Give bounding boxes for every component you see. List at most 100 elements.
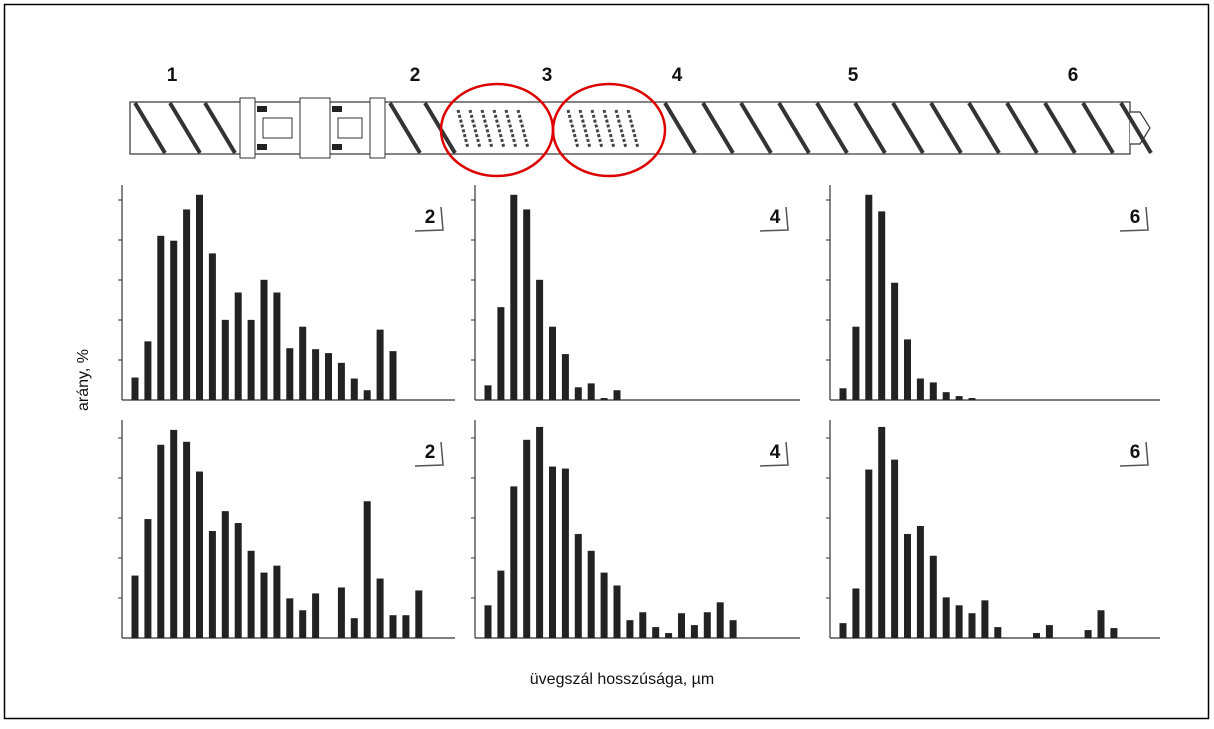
bar [587, 383, 595, 400]
kneading-disc [337, 117, 363, 139]
mixing-flight [468, 109, 482, 149]
zone-label: 4 [672, 65, 683, 86]
bar [729, 620, 737, 638]
mixing-flight [492, 109, 506, 149]
bar [1033, 633, 1040, 638]
zone-label: 5 [848, 65, 859, 86]
panel-label-bracket [414, 206, 444, 232]
panel-label-bracket [759, 206, 789, 232]
screw-flight [891, 101, 925, 155]
screw-flight [701, 101, 735, 155]
kneading-mark [257, 106, 267, 112]
screw-tip [1130, 111, 1151, 145]
bar [536, 426, 544, 638]
mixing-flight [626, 109, 640, 149]
mixing-flight [480, 109, 494, 149]
bar [865, 469, 873, 638]
screw-flight [929, 101, 963, 155]
panel-label: 6 [1130, 442, 1141, 463]
mixing-flight [504, 109, 518, 149]
bar [221, 319, 229, 400]
bar [415, 590, 423, 638]
bar [852, 326, 860, 400]
bar [312, 593, 320, 638]
panel-label: 2 [425, 207, 436, 228]
bar [574, 387, 582, 400]
bar [208, 253, 216, 400]
bar [325, 353, 332, 400]
bar [389, 351, 397, 400]
bar [299, 610, 307, 638]
bar [929, 555, 937, 638]
bar [678, 613, 685, 638]
bar [402, 615, 410, 638]
screw-flight [853, 101, 887, 155]
bar [639, 612, 647, 638]
bar [221, 511, 229, 638]
bar [690, 625, 698, 638]
screw-flight [1119, 101, 1153, 155]
mixing-flight [578, 109, 592, 149]
bar [561, 354, 569, 400]
panel-label-bracket [759, 441, 789, 467]
bar [613, 390, 621, 400]
panel-label-bracket [1119, 441, 1149, 467]
x-axis-label: üvegszál hosszúsága, µm [530, 671, 714, 688]
bar [891, 282, 899, 400]
bar [337, 362, 345, 400]
screw-flight [203, 101, 237, 155]
highlight-circle [551, 82, 667, 178]
bar [1110, 628, 1118, 638]
kneading-block [299, 97, 331, 159]
bar [878, 211, 886, 400]
panel-label: 2 [425, 442, 436, 463]
bar [510, 194, 518, 400]
bar [376, 329, 384, 400]
bar [600, 572, 608, 638]
panel-label: 4 [770, 442, 781, 463]
bar [183, 441, 191, 638]
screw-flight [777, 101, 811, 155]
bar [523, 209, 531, 400]
mixing-flight [516, 109, 530, 149]
bar [1097, 610, 1105, 638]
bar [273, 292, 281, 400]
zone-label: 6 [1068, 65, 1079, 86]
bar [916, 526, 924, 638]
bar [286, 348, 294, 400]
kneading-mark [257, 144, 267, 150]
screw-flight [1043, 101, 1077, 155]
panel-label-bracket [414, 441, 444, 467]
bar [484, 605, 492, 638]
bar [955, 396, 963, 400]
kneading-block [369, 97, 386, 159]
panel-label-bracket [1119, 206, 1149, 232]
bar [337, 587, 345, 638]
bar [665, 633, 673, 638]
bar [376, 578, 384, 638]
screw-diagram [129, 97, 1153, 159]
screw-flight [133, 101, 167, 155]
bar [1045, 625, 1053, 638]
bar [878, 426, 886, 638]
screw-flight [1005, 101, 1039, 155]
bar [157, 444, 165, 638]
bar [865, 194, 873, 400]
bar [981, 600, 989, 638]
bar [1084, 630, 1092, 638]
bar [196, 471, 203, 638]
mixing-flight [602, 109, 616, 149]
bar [247, 319, 255, 400]
bar [286, 598, 294, 638]
bar [968, 613, 976, 638]
bar [626, 620, 634, 638]
bar [994, 627, 1002, 638]
bar [497, 307, 505, 400]
screw-shaft [129, 101, 1131, 155]
bar [363, 501, 371, 638]
bar [574, 533, 582, 638]
bar [536, 279, 544, 400]
screw-flight [168, 101, 202, 155]
bar [234, 292, 242, 400]
